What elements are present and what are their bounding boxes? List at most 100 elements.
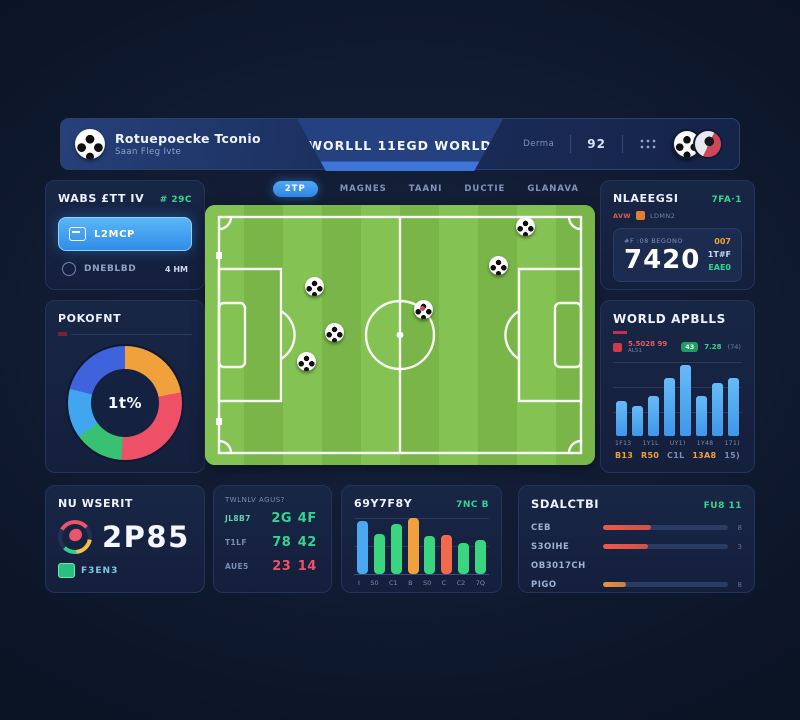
soccer-ball — [488, 255, 508, 275]
progress-row: S3OIHE 3 — [531, 537, 742, 556]
gain-badge-pill: 43 — [681, 342, 699, 352]
shots-xlabel: S0 — [370, 579, 379, 587]
title-underline-tick — [613, 331, 627, 334]
metric-badge-label: F3EN3 — [81, 565, 119, 576]
tab-item[interactable]: MAGNES — [339, 184, 387, 194]
progress-fill — [603, 544, 648, 549]
progress-value: 8 — [737, 523, 742, 532]
score-panel: NLAEEGSI 7FA·1 AVW LDMN2 #F :08 BEGONO 7… — [600, 180, 755, 290]
shots-bar — [474, 540, 486, 574]
pitch-view[interactable] — [205, 205, 595, 465]
lineup-primary-label: L2MCP — [94, 228, 135, 240]
row-label: AUE5 — [225, 562, 249, 571]
table-row: AUE5 23 14 — [225, 559, 320, 574]
progress-panel: SDALCTBI FU8 11 CEB 8 S3OIHE 3 OB3017CH PIGO 8 — [518, 485, 755, 593]
avatar-group[interactable] — [672, 129, 723, 159]
score-badge-note: LDMN2 — [650, 211, 676, 220]
lineup-secondary-value: 4 HM — [164, 264, 188, 274]
progress-label: OB3017CH — [531, 560, 586, 571]
tab-item[interactable]: GLANAVA — [527, 184, 579, 194]
row-value-a: 2G — [271, 511, 293, 526]
header-divider — [570, 135, 572, 153]
soccer-ball — [324, 323, 344, 343]
tab-item[interactable]: DUCTIE — [464, 184, 506, 194]
row-value-a: 23 — [272, 559, 292, 574]
shots-bar — [373, 533, 385, 574]
field-tabs: 2TP MAGNES TAANI DUCTIE GLANAVA — [205, 178, 595, 200]
lineup-secondary-item[interactable]: DNEBLBD 4 HM — [58, 262, 192, 276]
row-value-b: 14 — [297, 559, 317, 574]
world-xlabel: 171) — [724, 440, 740, 447]
soccer-ball — [414, 300, 434, 319]
progress-row: OB3017CH — [531, 556, 742, 575]
divider-line — [71, 333, 192, 335]
score-panel-title: NLAEEGSI — [613, 192, 679, 205]
row-label: JL8B7 — [225, 514, 251, 523]
lineup-primary-button[interactable]: L2MCP — [58, 217, 192, 251]
world-bar — [712, 383, 723, 436]
shots-xlabel: C2 — [456, 579, 466, 587]
shots-legend: 7NC B — [456, 500, 489, 510]
metric-big-number: 2P85 — [102, 519, 190, 554]
world-xlabels: 1F13 1Y1L UY1) 1Y48 171) — [613, 440, 742, 447]
score-stat-value: EAE0 — [708, 262, 731, 272]
world-bar — [680, 364, 691, 436]
possession-title: POKOFNT — [58, 312, 122, 325]
soccer-ball — [297, 352, 317, 371]
brand: Rotuepoecke Tconio Saan Fleg Ivte — [61, 129, 261, 159]
score-card-label: #F :08 BEGONO — [624, 237, 683, 246]
lineup-title: WABS £TT IV — [58, 192, 145, 205]
tab-active[interactable]: 2TP — [272, 181, 318, 197]
shots-bar — [424, 535, 436, 574]
metric-panel: NU WSERIT 2P85 F3EN3 — [45, 485, 205, 593]
row-value-b: 42 — [297, 535, 317, 550]
progress-rows: CEB 8 S3OIHE 3 OB3017CH PIGO 8 — [531, 518, 742, 594]
header-banner: WORLLL 11EGD WORLD — [297, 119, 503, 171]
score-badge-icon — [636, 211, 645, 220]
loss-badge-sub: AL51 — [628, 348, 642, 354]
banner-title: WORLLL 11EGD WORLD — [308, 137, 492, 153]
possession-donut: 1t% — [68, 346, 182, 460]
header-meta-label: Derma — [523, 139, 555, 149]
world-bars — [613, 362, 742, 436]
progress-legend: FU8 11 — [703, 501, 742, 511]
metric-ring-icon — [58, 520, 92, 554]
possession-panel: POKOFNT 1t% — [45, 300, 205, 473]
soccer-ball — [305, 276, 325, 296]
shots-xlabel: C — [441, 579, 447, 587]
app-logo-ball-icon — [75, 129, 105, 159]
app-title: Rotuepoecke Tconio — [115, 131, 261, 147]
metric-green-badge-icon — [58, 563, 75, 578]
soccer-ball — [515, 216, 535, 236]
progress-row: PIGO 8 — [531, 575, 742, 594]
tab-item[interactable]: TAANI — [408, 184, 443, 194]
progress-fill — [603, 525, 651, 530]
stats-rows: JL8B7 2G 4F T1LF 78 42 AUE5 23 14 — [225, 511, 320, 574]
world-footer-value: 15) — [724, 451, 740, 460]
score-badge-text: AVW — [613, 211, 631, 220]
avatar-ball-2[interactable] — [693, 129, 723, 159]
lineup-panel: WABS £TT IV # 29C L2MCP DNEBLBD 4 HM — [45, 180, 205, 290]
shots-bar — [441, 534, 453, 574]
world-bar — [728, 377, 739, 436]
apps-grid-icon[interactable] — [639, 138, 656, 150]
pitch-svg — [205, 205, 595, 465]
score-stat-value: 1T#F — [707, 249, 731, 259]
stats-table-panel: TWLNLV AGUS? JL8B7 2G 4F T1LF 78 42 AUE5 23 14 — [213, 485, 332, 593]
shots-xlabel: S0 — [422, 579, 432, 587]
header-score: 92 — [587, 137, 606, 151]
score-big-number: 7420 — [624, 245, 701, 276]
gain-badge-note: (74) — [727, 343, 741, 351]
app-subtitle: Saan Fleg Ivte — [115, 146, 182, 157]
card-icon — [69, 227, 86, 241]
progress-title: SDALCTBI — [531, 497, 600, 511]
radio-circle-icon — [62, 262, 76, 276]
table-row: JL8B7 2G 4F — [225, 511, 320, 526]
row-value-a: 78 — [272, 535, 292, 550]
progress-track — [603, 544, 728, 549]
world-bar — [696, 396, 707, 436]
shots-xlabel: 7Q — [475, 579, 485, 587]
world-footer-value: R50 — [640, 451, 660, 460]
progress-value: 3 — [737, 542, 742, 551]
